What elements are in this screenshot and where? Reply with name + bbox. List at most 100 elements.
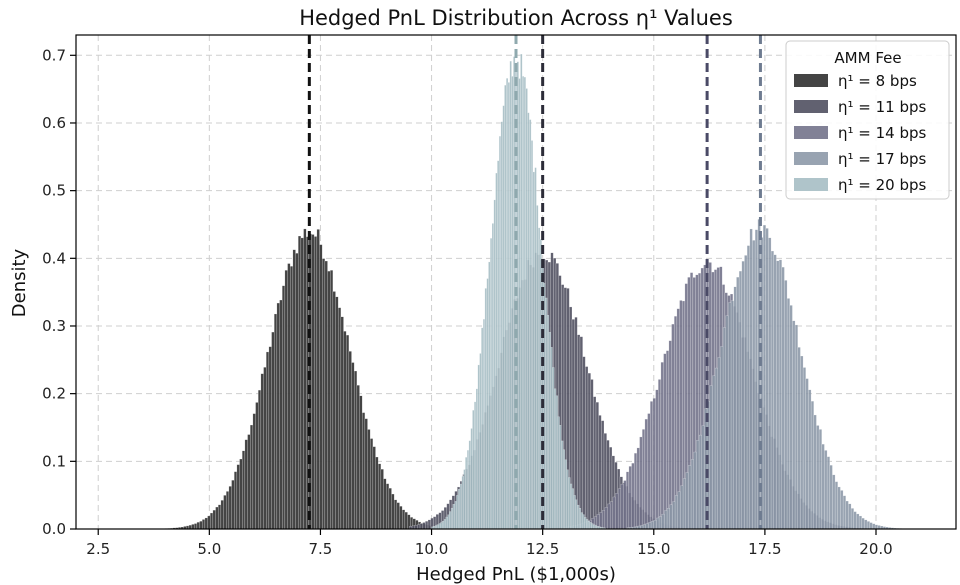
histogram-bar bbox=[591, 523, 594, 530]
histogram-bar bbox=[442, 520, 445, 530]
histogram-bar bbox=[861, 517, 865, 530]
histogram-bar bbox=[690, 459, 694, 530]
histogram-bar bbox=[607, 503, 611, 530]
histogram-bar bbox=[639, 436, 643, 530]
histogram-bar bbox=[300, 237, 304, 530]
histogram-bar bbox=[720, 346, 724, 530]
histogram-bar bbox=[577, 334, 581, 530]
histogram-bar bbox=[845, 500, 849, 530]
histogram-bar bbox=[805, 378, 809, 530]
histogram-bar bbox=[623, 480, 627, 530]
histogram-bar bbox=[604, 507, 608, 530]
histogram-bar bbox=[730, 300, 734, 530]
histogram-bar bbox=[255, 402, 259, 530]
legend-swatch bbox=[794, 100, 828, 113]
histogram-bar bbox=[274, 313, 278, 530]
histogram-bar bbox=[520, 53, 523, 530]
histogram-bar bbox=[458, 489, 461, 530]
histogram-bar bbox=[545, 297, 548, 530]
histogram-bar bbox=[509, 60, 512, 530]
histogram-bar bbox=[239, 458, 243, 530]
histogram-bar bbox=[661, 513, 665, 530]
histogram-bar bbox=[586, 519, 589, 530]
histogram-bar bbox=[733, 286, 737, 530]
histogram-bar bbox=[612, 496, 616, 530]
histogram-bar bbox=[506, 78, 509, 530]
histogram-bar bbox=[372, 446, 376, 530]
histogram-bar bbox=[388, 487, 392, 530]
histogram-bar bbox=[570, 483, 573, 530]
histogram-bar bbox=[848, 503, 852, 530]
histogram-bar bbox=[343, 331, 347, 530]
histogram-bar bbox=[557, 416, 560, 530]
histogram-bar bbox=[447, 514, 450, 530]
histogram-bar bbox=[354, 370, 358, 530]
histogram-bar bbox=[693, 451, 697, 530]
histogram-bar bbox=[244, 439, 248, 530]
histogram-bar bbox=[493, 199, 496, 530]
histogram-bar bbox=[207, 515, 211, 530]
histogram-bar bbox=[258, 389, 262, 530]
histogram-bar bbox=[220, 500, 224, 530]
histogram-bar bbox=[559, 424, 562, 530]
histogram-bar bbox=[481, 327, 484, 530]
histogram-bar bbox=[595, 402, 599, 530]
histogram-bar bbox=[223, 495, 227, 530]
histogram-bar bbox=[725, 315, 729, 530]
histogram-bar bbox=[802, 367, 806, 530]
histogram-bar bbox=[449, 511, 452, 530]
x-tick-label: 7.5 bbox=[309, 540, 333, 558]
histogram-bar bbox=[491, 223, 494, 530]
series-4 bbox=[431, 53, 606, 530]
y-tick-label: 0.4 bbox=[42, 249, 66, 267]
histogram-bar bbox=[645, 523, 649, 530]
histogram-bar bbox=[327, 270, 331, 530]
histogram-bar bbox=[436, 524, 439, 530]
histogram-bar bbox=[386, 483, 390, 530]
histogram-bar bbox=[680, 485, 684, 530]
histogram-bar bbox=[869, 522, 873, 530]
histogram-bar bbox=[215, 506, 219, 530]
histogram-bar bbox=[231, 480, 235, 530]
histogram-bar bbox=[507, 82, 510, 530]
histogram-bar bbox=[454, 501, 457, 530]
histogram-bar bbox=[562, 449, 566, 530]
histogram-bar bbox=[226, 491, 230, 530]
histogram-bar bbox=[582, 356, 586, 530]
histogram-bar bbox=[704, 408, 708, 530]
y-tick-label: 0.7 bbox=[42, 46, 66, 64]
histogram-bar bbox=[314, 236, 318, 530]
histogram-bar bbox=[824, 450, 828, 530]
histogram-bar bbox=[228, 486, 232, 530]
histogram-bar bbox=[598, 415, 602, 530]
histogram-bar bbox=[316, 229, 320, 530]
histogram-bar bbox=[587, 520, 590, 530]
histogram-bar bbox=[784, 280, 788, 530]
histogram-bar bbox=[668, 340, 672, 530]
histogram-bar bbox=[474, 401, 477, 530]
histogram-bar bbox=[370, 438, 374, 530]
histogram-bar bbox=[578, 508, 582, 530]
histogram-bar bbox=[575, 499, 578, 530]
mean-lines-layer bbox=[307, 35, 762, 529]
histogram-bar bbox=[445, 516, 448, 530]
histogram-bar bbox=[463, 469, 466, 530]
axes-layer: 2.5 5.0 7.5 10.0 12.5 15.0 17.5 20.0 0.0 0.1 0.2 0.… bbox=[42, 34, 957, 558]
histogram-bar bbox=[303, 228, 307, 530]
histogram-bar bbox=[511, 76, 514, 530]
histogram-bar bbox=[348, 351, 352, 530]
histogram-bar bbox=[826, 456, 830, 530]
histogram-bar bbox=[589, 522, 592, 530]
histogram-bar bbox=[582, 514, 585, 530]
x-tick-label: 5.0 bbox=[197, 540, 221, 558]
histogram-bar bbox=[590, 379, 594, 530]
histogram-bar bbox=[655, 389, 659, 530]
histogram-bar bbox=[599, 512, 603, 530]
histogram-bar bbox=[475, 388, 478, 530]
histogram-bar bbox=[837, 486, 841, 530]
bars-layer bbox=[164, 53, 905, 530]
plot-frame bbox=[75, 34, 957, 530]
histogram-bar bbox=[338, 307, 342, 530]
y-tick-label: 0.5 bbox=[42, 182, 66, 200]
